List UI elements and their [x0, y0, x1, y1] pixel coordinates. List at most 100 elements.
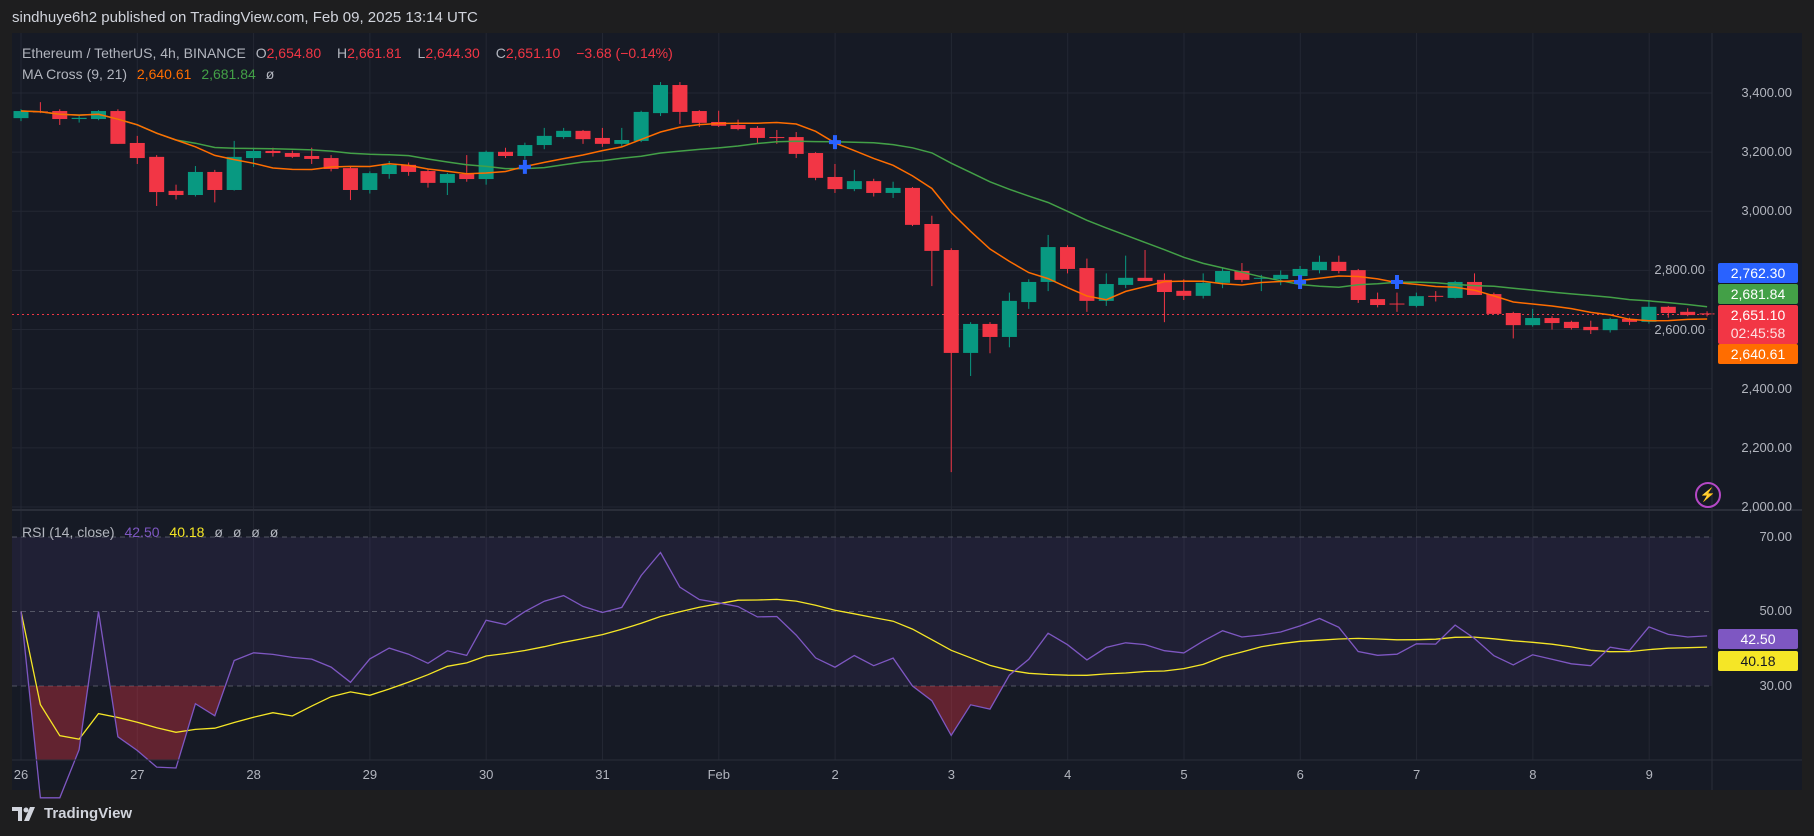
candle	[749, 126, 765, 144]
tradingview-logo[interactable]: TradingView	[12, 805, 132, 822]
candle-body	[342, 168, 358, 190]
symbol-legend[interactable]: Ethereum / TetherUS, 4h, BINANCE O2,654.…	[22, 45, 673, 61]
time-label: 8	[1529, 767, 1537, 782]
candle-body	[846, 181, 862, 190]
candle-body	[556, 130, 572, 138]
candle-body	[13, 111, 29, 119]
candle	[711, 110, 727, 128]
candle-body	[1273, 274, 1289, 279]
candle-body	[885, 187, 901, 193]
candle	[672, 82, 688, 125]
high-value: 2,661.81	[347, 45, 402, 61]
brand-name: TradingView	[44, 805, 133, 822]
candle	[1408, 292, 1424, 308]
ma-slow-value: 2,681.84	[201, 66, 256, 82]
rsi-axis-50: 50.00	[1759, 603, 1792, 618]
time-label: 28	[246, 767, 261, 782]
candle	[1001, 292, 1017, 348]
time-label: 27	[130, 767, 145, 782]
candle	[439, 172, 455, 196]
candle-body	[1060, 247, 1076, 269]
candle-body	[1505, 313, 1521, 326]
candle-body	[439, 174, 455, 183]
candle-body	[71, 117, 87, 120]
badge-ma-slow: 2,681.84	[1718, 284, 1798, 304]
candle-body	[1680, 311, 1696, 316]
candle	[885, 181, 901, 198]
time-label: 26	[13, 767, 29, 782]
price-label: 2,600.00	[1651, 321, 1708, 337]
candle	[963, 322, 979, 376]
rsi-levels	[12, 536, 1712, 687]
price-label: 2,400.00	[1741, 380, 1792, 396]
ma-cross-icon	[828, 135, 841, 150]
candle	[52, 109, 68, 125]
lightning-icon[interactable]: ⚡	[1695, 482, 1721, 508]
rsi-line	[20, 551, 1708, 799]
candle-body	[691, 111, 707, 123]
candles	[13, 82, 1715, 473]
rsi-ma-value: 40.18	[169, 524, 205, 540]
time-label: 9	[1645, 767, 1653, 782]
chart-frame[interactable]	[12, 33, 1802, 790]
candle-body	[517, 145, 533, 156]
ma-fast-value: 2,640.61	[136, 66, 192, 82]
candle	[284, 150, 300, 159]
price-label: 2,200.00	[1741, 439, 1792, 455]
candle-countdown: 02:45:58	[1730, 325, 1786, 341]
candle-body	[924, 223, 940, 251]
candle	[1699, 311, 1715, 317]
candle	[187, 166, 203, 197]
candle-body	[1079, 268, 1095, 301]
time-label: 7	[1412, 767, 1421, 782]
candle-body	[265, 150, 281, 154]
ma-cross-icon	[518, 159, 531, 174]
candle	[420, 168, 436, 188]
candle-body	[401, 164, 417, 172]
candle	[1331, 255, 1347, 274]
candle	[1176, 279, 1192, 300]
candle-body	[808, 153, 824, 178]
candle	[653, 82, 669, 117]
time-label: 2	[831, 767, 839, 782]
time-label: 5	[1180, 767, 1188, 782]
candle	[129, 135, 145, 164]
candle	[323, 155, 339, 172]
candle-body	[536, 135, 552, 146]
candle-body	[1467, 281, 1482, 295]
candle-body	[207, 171, 223, 190]
candle	[1079, 258, 1095, 312]
candle-body	[749, 127, 765, 138]
ma-cross-markers	[518, 135, 1403, 289]
candle-body	[1098, 284, 1114, 301]
rsi-legend[interactable]: RSI (14, close) 42.50 40.18 ø ø ø ø	[22, 524, 279, 540]
badge-rsi: 42.50	[1718, 629, 1798, 649]
ma-name: MA Cross (9, 21)	[22, 66, 128, 82]
badge-last-price: 2,651.10 02:45:58	[1718, 305, 1798, 344]
candle-body	[1021, 281, 1037, 303]
ma-legend[interactable]: MA Cross (9, 21) 2,640.61 2,681.84 ø	[22, 66, 280, 82]
candle-body	[982, 323, 998, 337]
candle-body	[904, 187, 920, 225]
candle-body	[1176, 290, 1192, 296]
candle	[517, 142, 533, 160]
ma-fast-line	[20, 110, 1708, 322]
candle	[982, 322, 998, 354]
candle-body	[226, 156, 242, 190]
candle	[1040, 234, 1056, 292]
candle	[788, 132, 804, 159]
candle-body	[381, 164, 397, 175]
badge-ma-fast: 2,640.61	[1718, 344, 1798, 364]
rsi-ma-line	[20, 598, 1708, 740]
candle	[1641, 299, 1657, 324]
candle-body	[1234, 271, 1250, 280]
candle-body	[1331, 261, 1347, 272]
candle-body	[1525, 318, 1541, 326]
candle-body	[168, 190, 184, 196]
candle-body	[594, 137, 610, 144]
candle-body	[633, 111, 649, 141]
candle	[633, 110, 649, 143]
candle-body	[1370, 299, 1386, 306]
candle-body	[1447, 281, 1463, 298]
